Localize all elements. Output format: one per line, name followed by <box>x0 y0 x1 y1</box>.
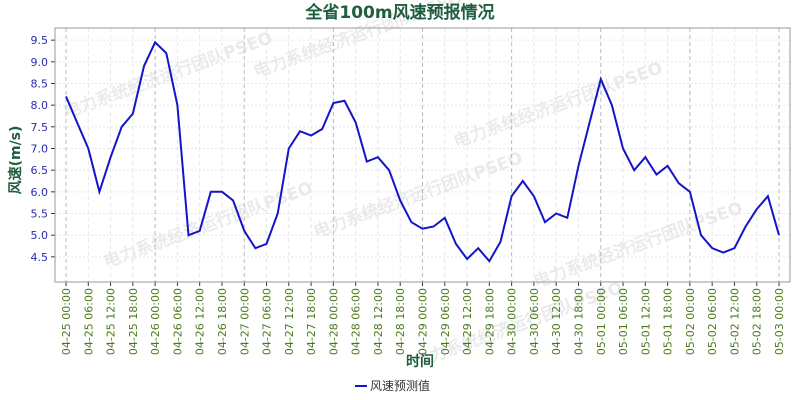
x-tick-label: 04-26 12:00 <box>194 288 207 355</box>
y-tick-label: 5.5 <box>31 208 49 221</box>
x-tick-label: 05-03 00:00 <box>773 288 786 355</box>
x-tick-label: 04-28 06:00 <box>350 288 363 355</box>
x-tick-label: 05-01 18:00 <box>662 288 675 355</box>
legend-label: 风速预测值 <box>370 378 430 393</box>
x-tick-label: 04-25 00:00 <box>60 288 73 355</box>
y-tick-label: 7.0 <box>31 142 49 155</box>
watermark: 电力系统经济运行团队PSEO <box>531 197 746 292</box>
y-tick-label: 8.0 <box>31 99 49 112</box>
watermark: 电力系统经济运行团队PSEO <box>451 57 666 152</box>
x-tick-label: 04-26 00:00 <box>149 288 162 355</box>
x-tick-label: 04-27 00:00 <box>238 288 251 355</box>
x-tick-label: 04-25 06:00 <box>82 288 95 355</box>
x-tick-label: 04-28 18:00 <box>394 288 407 355</box>
x-tick-label: 04-25 12:00 <box>105 288 118 355</box>
y-tick-label: 6.0 <box>31 186 49 199</box>
y-tick-label: 6.5 <box>31 164 49 177</box>
y-tick-label: 5.0 <box>31 229 49 242</box>
x-axis-label: 时间 <box>406 353 434 370</box>
y-axis-label: 风速(m/s) <box>7 126 24 195</box>
x-tick-label: 05-02 06:00 <box>706 288 719 355</box>
y-tick-label: 9.5 <box>31 34 49 47</box>
x-tick-label: 04-29 00:00 <box>417 288 430 355</box>
x-tick-label: 04-26 18:00 <box>216 288 229 355</box>
x-tick-label: 04-25 18:00 <box>127 288 140 355</box>
x-tick-label: 04-27 18:00 <box>305 288 318 355</box>
x-tick-label: 05-02 18:00 <box>751 288 764 355</box>
y-tick-label: 8.5 <box>31 77 49 90</box>
x-tick-label: 05-01 00:00 <box>595 288 608 355</box>
x-tick-label: 04-28 00:00 <box>327 288 340 355</box>
x-tick-label: 04-29 12:00 <box>461 288 474 355</box>
x-tick-label: 04-30 12:00 <box>550 288 563 355</box>
x-tick-label: 04-29 18:00 <box>483 288 496 355</box>
x-tick-label: 04-28 12:00 <box>372 288 385 355</box>
x-tick-label: 04-26 06:00 <box>171 288 184 355</box>
watermark: 电力系统经济运行团队PSEO <box>311 147 526 242</box>
x-tick-label: 04-29 06:00 <box>439 288 452 355</box>
x-tick-label: 05-02 12:00 <box>728 288 741 355</box>
x-tick-label: 04-30 18:00 <box>572 288 585 355</box>
series-line <box>65 40 780 263</box>
y-tick-label: 9.0 <box>31 56 49 69</box>
x-tick-label: 05-01 06:00 <box>617 288 630 355</box>
x-tick-label: 04-30 06:00 <box>528 288 541 355</box>
chart-title: 全省100m风速预报情况 <box>304 2 494 23</box>
y-tick-label: 7.5 <box>31 121 49 134</box>
watermark: 电力系统经济运行团队PSEO <box>61 27 276 122</box>
x-tick-label: 04-27 12:00 <box>283 288 296 355</box>
x-tick-label: 04-27 06:00 <box>261 288 274 355</box>
x-tick-label: 05-02 00:00 <box>684 288 697 355</box>
x-tick-label: 04-30 00:00 <box>506 288 519 355</box>
x-tick-label: 05-01 12:00 <box>639 288 652 355</box>
plot-frame <box>54 27 791 283</box>
y-tick-label: 4.5 <box>31 251 49 264</box>
